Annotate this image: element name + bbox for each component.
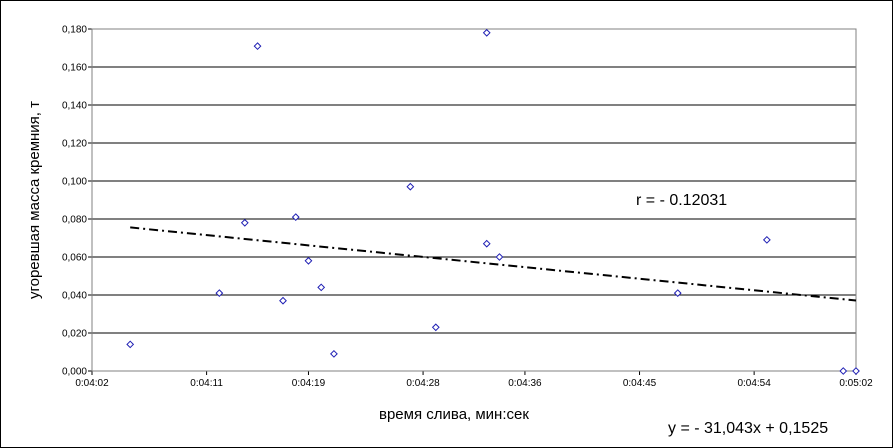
data-point <box>762 235 771 244</box>
x-tick-label: 0:04:36 <box>508 378 542 389</box>
data-point <box>240 218 249 227</box>
data-point <box>431 323 440 332</box>
data-point <box>304 256 313 265</box>
y-tick-label: 0,120 <box>62 139 87 150</box>
data-point <box>291 213 300 222</box>
data-point <box>279 296 287 305</box>
y-axis-title: угоревшая масса кремния, т <box>26 101 43 299</box>
x-tick-label: 0:04:02 <box>75 378 109 389</box>
trendline <box>130 226 857 302</box>
x-tick-labels: 0:04:02 0:04:11 0:04:19 0:04:28 0:04:36 0:04:… <box>75 378 873 389</box>
data-point <box>482 239 491 248</box>
data-point <box>317 283 326 292</box>
y-tick-label: 0,180 <box>62 25 87 36</box>
data-points <box>126 28 860 375</box>
data-point <box>406 182 415 191</box>
x-tick-label: 0:05:02 <box>839 378 873 389</box>
data-point <box>495 253 504 261</box>
x-tick-label: 0:04:11 <box>190 378 223 389</box>
x-tick-label: 0:04:54 <box>737 378 771 389</box>
y-tick-labels: 0,000 0,020 0,040 0,060 0,080 0,100 0,120 0,140… <box>62 25 87 378</box>
gridlines <box>88 28 857 375</box>
x-axis-title: время слива, мин:сек <box>379 406 529 423</box>
data-point <box>673 289 682 298</box>
correlation-annotation: r = - 0.12031 <box>636 192 727 209</box>
y-tick-label: 0,020 <box>62 329 87 340</box>
data-point <box>215 289 224 298</box>
data-point <box>852 367 860 375</box>
data-point <box>482 28 491 37</box>
y-tick-label: 0,040 <box>62 291 87 302</box>
trendline-group <box>130 226 857 302</box>
y-tick-label: 0,000 <box>62 367 87 378</box>
y-tick-label: 0,160 <box>62 63 87 74</box>
y-tick-label: 0,060 <box>62 253 87 264</box>
x-tick-label: 0:04:45 <box>623 378 657 389</box>
data-point <box>126 340 135 349</box>
y-tick-label: 0,140 <box>62 101 87 112</box>
y-tick-label: 0,100 <box>62 177 87 188</box>
data-point <box>330 349 338 358</box>
data-point <box>839 367 848 375</box>
data-point <box>253 42 262 51</box>
y-tick-label: 0,080 <box>62 215 87 226</box>
x-tick-label: 0:04:19 <box>292 378 326 389</box>
x-tick-label: 0:04:28 <box>406 378 440 389</box>
plot-area <box>91 28 857 372</box>
regression-equation: y = - 31,043x + 0,1525 <box>668 420 828 437</box>
